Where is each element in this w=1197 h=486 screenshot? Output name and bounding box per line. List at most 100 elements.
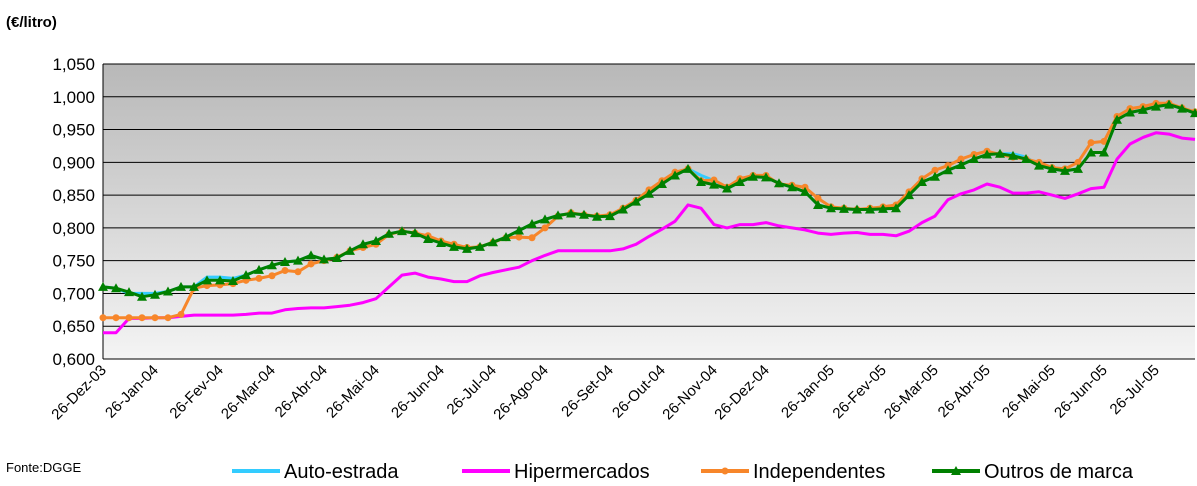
- point: [125, 314, 133, 322]
- point: [384, 228, 394, 238]
- point: [814, 194, 822, 202]
- point: [541, 224, 549, 232]
- point: [826, 203, 836, 213]
- point: [722, 183, 732, 193]
- point: [202, 275, 212, 285]
- point: [566, 208, 576, 218]
- x-tick-label: 26-Jun-05: [1051, 362, 1111, 422]
- point: [98, 281, 108, 291]
- legend-label: Outros de marca: [984, 461, 1134, 483]
- x-tick-label: 26-Mai-04: [323, 362, 383, 422]
- x-tick-label: 26-Jan-05: [778, 362, 838, 422]
- chart-title: (€/litro): [6, 14, 57, 31]
- point: [605, 211, 615, 221]
- point: [1151, 101, 1161, 111]
- x-tick-label: 26-Abr-05: [935, 362, 994, 421]
- y-tick-label: 0,650: [52, 317, 95, 336]
- point: [436, 237, 446, 247]
- y-tick-label: 0,900: [52, 153, 95, 172]
- point: [449, 241, 459, 251]
- point: [514, 225, 524, 235]
- point: [501, 232, 511, 242]
- point: [1086, 147, 1096, 157]
- x-tick-label: 26-Mar-05: [881, 362, 942, 423]
- point: [995, 148, 1005, 158]
- point: [151, 314, 159, 322]
- x-tick-label: 26-Mar-04: [218, 362, 279, 423]
- point: [657, 178, 667, 188]
- point: [813, 199, 823, 209]
- point: [1074, 158, 1082, 166]
- point: [228, 275, 238, 285]
- point: [164, 314, 172, 322]
- point: [215, 275, 225, 285]
- point: [1138, 104, 1148, 114]
- point: [268, 272, 276, 280]
- point: [410, 228, 420, 238]
- point: [255, 274, 263, 282]
- point: [865, 204, 875, 214]
- point: [787, 182, 797, 192]
- point: [774, 178, 784, 188]
- x-tick-label: 26-Mai-05: [999, 362, 1059, 422]
- point: [177, 310, 185, 318]
- point: [1073, 163, 1083, 173]
- point: [281, 267, 289, 274]
- point: [528, 234, 536, 242]
- point: [943, 165, 953, 175]
- point: [475, 241, 485, 251]
- point: [1087, 139, 1095, 147]
- point: [982, 149, 992, 159]
- point: [1100, 137, 1108, 145]
- point: [696, 177, 706, 186]
- legend-label: Hipermercados: [514, 461, 650, 483]
- point: [931, 166, 939, 174]
- point: [124, 287, 134, 297]
- x-tick-label: 26-Fev-04: [166, 362, 226, 422]
- point: [150, 289, 160, 299]
- point: [319, 254, 329, 264]
- point: [1008, 150, 1018, 160]
- x-tick-label: 26-Abr-04: [272, 362, 331, 421]
- point: [1060, 165, 1070, 175]
- y-tick-label: 0,700: [52, 284, 95, 303]
- point: [112, 314, 120, 322]
- point: [241, 270, 251, 280]
- point: [1164, 99, 1174, 109]
- source: Fonte:DGGE: [6, 460, 81, 475]
- point: [1099, 147, 1109, 157]
- point: [163, 286, 173, 296]
- point: [488, 237, 498, 247]
- y-tick-label: 0,950: [52, 121, 95, 140]
- point: [1047, 163, 1057, 173]
- point: [800, 186, 810, 196]
- x-tick-label: 26-Ago-04: [490, 362, 552, 424]
- point: [878, 203, 888, 213]
- point: [267, 260, 277, 270]
- point: [969, 154, 979, 164]
- point: [735, 177, 745, 186]
- point: [137, 291, 147, 301]
- point: [956, 159, 966, 169]
- series-line: [103, 131, 1196, 335]
- point: [345, 245, 355, 255]
- point: [618, 204, 628, 214]
- point: [293, 255, 303, 265]
- x-tick-label: 26-Dez-03: [48, 362, 110, 424]
- point: [1034, 160, 1044, 170]
- point: [254, 264, 264, 274]
- point: [1190, 108, 1197, 118]
- point: [423, 234, 433, 244]
- point: [99, 314, 107, 322]
- point: [957, 155, 965, 163]
- legend-label: Auto-estrada: [284, 461, 399, 483]
- x-tick-label: 26-Jul-05: [1107, 362, 1163, 418]
- point: [904, 190, 914, 200]
- point: [748, 171, 758, 181]
- point: [189, 281, 199, 291]
- point: [631, 196, 641, 206]
- plot-area: [103, 64, 1195, 359]
- point: [332, 253, 342, 263]
- point: [579, 209, 589, 219]
